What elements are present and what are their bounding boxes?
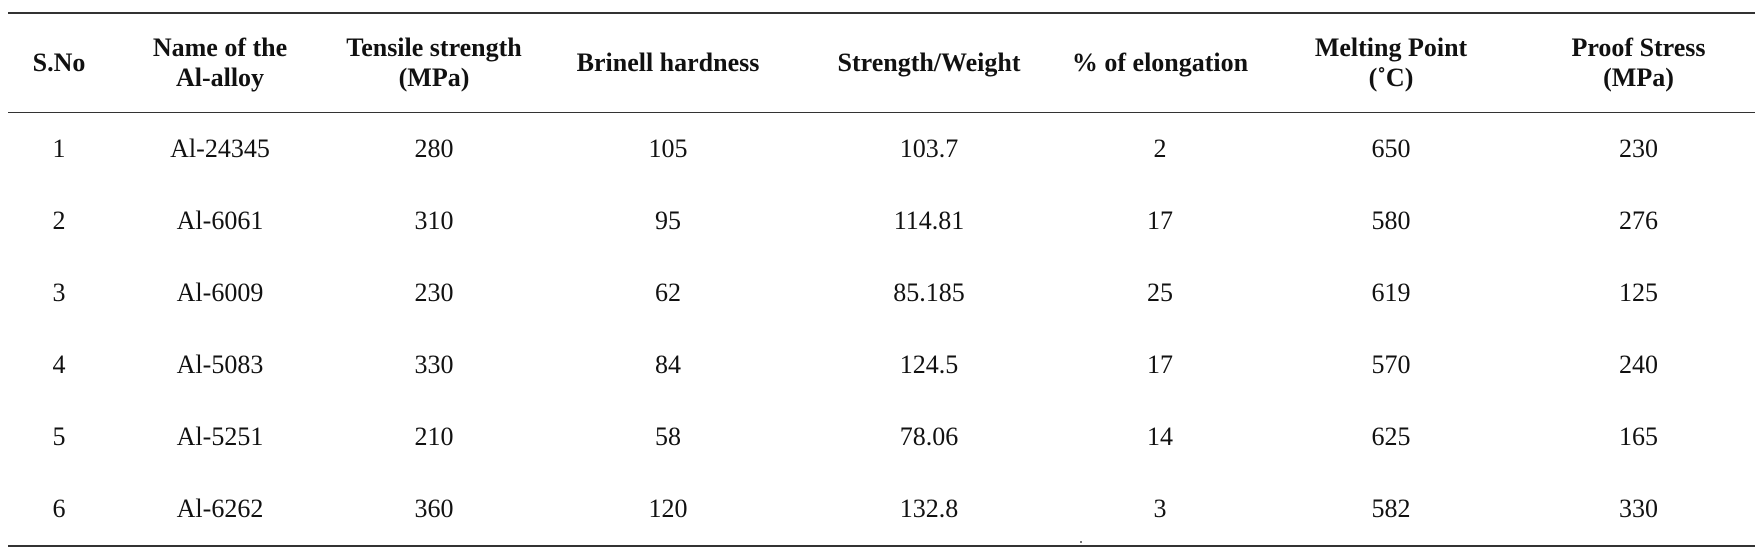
cell-tensile: 360 xyxy=(414,494,454,523)
cell-strength-weight: 85.185 xyxy=(893,278,965,307)
cell-brinell: 84 xyxy=(655,350,681,379)
cell-strength-weight: 132.8 xyxy=(899,494,959,523)
table-row: 2 Al-6061 310 95 114.81 17 580 276 xyxy=(8,185,1755,257)
cell-sno: 1 xyxy=(52,134,66,163)
data-table: S.No Name of the Al-alloy Tensile streng… xyxy=(8,14,1755,545)
cell-sno: 3 xyxy=(52,278,66,307)
cell-brinell: 62 xyxy=(655,278,681,307)
cell-strength-weight: 124.5 xyxy=(899,350,959,379)
cell-alloy: Al-6009 xyxy=(176,278,264,307)
header-divider-rule xyxy=(8,112,1755,113)
cell-brinell: 95 xyxy=(655,206,681,235)
stray-mark xyxy=(1080,541,1082,543)
cell-proof: 276 xyxy=(1619,206,1658,235)
cell-strength-weight: 103.7 xyxy=(899,134,959,163)
header-tensile-strength: Tensile strength (MPa) xyxy=(346,33,522,92)
cell-alloy: Al-6262 xyxy=(176,494,264,523)
cell-brinell: 58 xyxy=(655,422,681,451)
cell-melting: 625 xyxy=(1371,422,1411,451)
cell-proof: 240 xyxy=(1619,350,1658,379)
cell-alloy: Al-5083 xyxy=(176,350,264,379)
header-row: S.No Name of the Al-alloy Tensile streng… xyxy=(8,14,1755,112)
cell-proof: 165 xyxy=(1619,422,1658,451)
cell-melting: 582 xyxy=(1371,494,1411,523)
alloy-properties-table: S.No Name of the Al-alloy Tensile streng… xyxy=(8,12,1755,547)
cell-strength-weight: 78.06 xyxy=(899,422,959,451)
table-row: 6 Al-6262 360 120 132.8 3 582 330 xyxy=(8,473,1755,545)
cell-tensile: 280 xyxy=(414,134,454,163)
cell-elongation: 14 xyxy=(1147,422,1173,451)
header-melting-point: Melting Point (˚C) xyxy=(1314,33,1468,92)
cell-tensile: 210 xyxy=(414,422,454,451)
table-row: 4 Al-5083 330 84 124.5 17 570 240 xyxy=(8,329,1755,401)
cell-brinell: 105 xyxy=(648,134,688,163)
header-brinell-hardness: Brinell hardness xyxy=(576,48,760,77)
cell-alloy: Al-5251 xyxy=(176,422,264,451)
cell-melting: 570 xyxy=(1371,350,1411,379)
cell-proof: 230 xyxy=(1619,134,1658,163)
cell-sno: 4 xyxy=(52,350,66,379)
cell-sno: 2 xyxy=(52,206,66,235)
table-body: 1 Al-24345 280 105 103.7 2 650 230 2 Al-… xyxy=(8,112,1755,545)
cell-sno: 6 xyxy=(52,494,66,523)
table-row: 3 Al-6009 230 62 85.185 25 619 125 xyxy=(8,257,1755,329)
cell-melting: 650 xyxy=(1371,134,1411,163)
cell-elongation: 25 xyxy=(1147,278,1173,307)
cell-tensile: 230 xyxy=(414,278,454,307)
header-proof-stress: Proof Stress (MPa) xyxy=(1571,33,1706,92)
cell-alloy: Al-24345 xyxy=(170,134,270,163)
header-strength-weight: Strength/Weight xyxy=(837,48,1021,77)
cell-elongation: 17 xyxy=(1147,350,1173,379)
cell-proof: 125 xyxy=(1619,278,1658,307)
cell-sno: 5 xyxy=(52,422,66,451)
cell-brinell: 120 xyxy=(648,494,688,523)
table-row: 5 Al-5251 210 58 78.06 14 625 165 xyxy=(8,401,1755,473)
cell-proof: 330 xyxy=(1619,494,1658,523)
table-top-rule xyxy=(8,12,1755,14)
cell-alloy: Al-6061 xyxy=(176,206,264,235)
table-row: 1 Al-24345 280 105 103.7 2 650 230 xyxy=(8,113,1755,185)
cell-melting: 619 xyxy=(1371,278,1411,307)
cell-tensile: 310 xyxy=(414,206,454,235)
table-bottom-rule xyxy=(8,545,1755,547)
cell-elongation: 3 xyxy=(1153,494,1167,523)
cell-melting: 580 xyxy=(1371,206,1411,235)
cell-elongation: 2 xyxy=(1153,134,1167,163)
header-sno: S.No xyxy=(32,48,86,77)
cell-tensile: 330 xyxy=(414,350,454,379)
header-elongation: % of elongation xyxy=(1071,48,1249,77)
header-alloy-name: Name of the Al-alloy xyxy=(152,33,288,92)
cell-elongation: 17 xyxy=(1147,206,1173,235)
cell-strength-weight: 114.81 xyxy=(893,206,965,235)
